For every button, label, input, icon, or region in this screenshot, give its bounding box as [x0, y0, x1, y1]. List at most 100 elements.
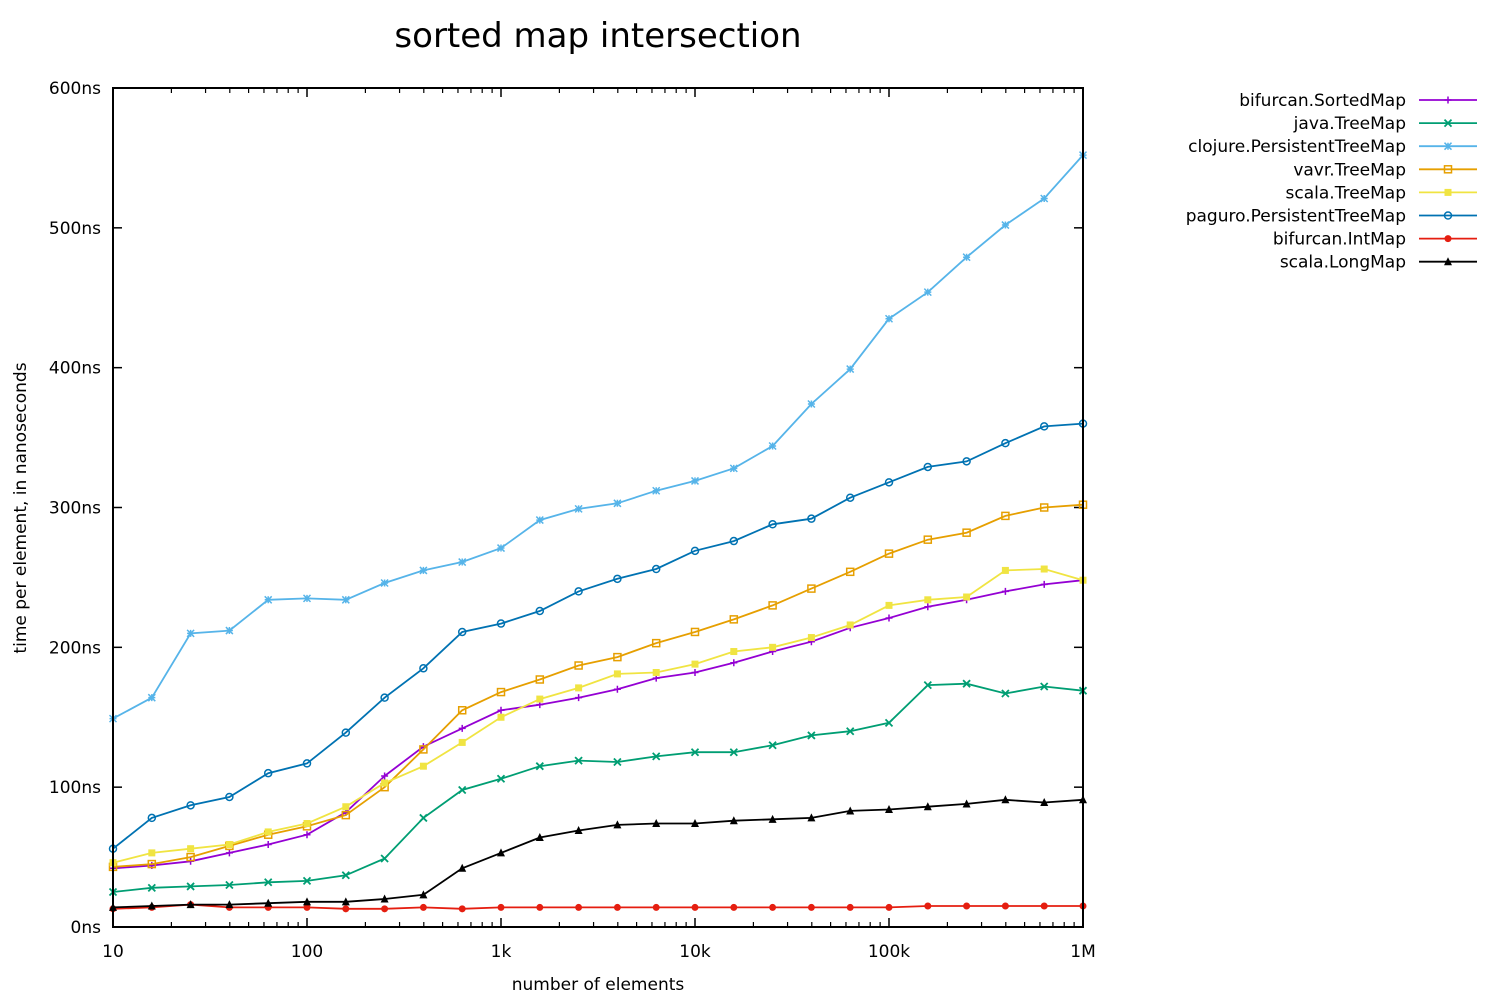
data-point	[535, 833, 544, 842]
data-point	[496, 687, 506, 697]
legend-item: bifurcan.IntMap	[1273, 230, 1477, 250]
data-point	[884, 478, 894, 487]
data-point	[1444, 235, 1452, 243]
data-point	[381, 905, 389, 913]
data-point	[885, 903, 893, 911]
data-point	[458, 785, 467, 795]
data-point	[885, 601, 893, 609]
data-point	[652, 819, 661, 828]
series-scala-longmap	[109, 795, 1087, 911]
data-point	[729, 464, 738, 473]
data-point	[147, 693, 156, 702]
data-point	[147, 883, 156, 892]
data-point	[225, 792, 234, 802]
data-point	[807, 634, 815, 642]
data-point	[885, 805, 893, 814]
data-point	[1001, 587, 1009, 595]
data-point	[341, 871, 350, 880]
data-point	[575, 903, 583, 911]
data-point	[730, 903, 738, 911]
data-point	[730, 648, 738, 656]
data-point	[497, 903, 505, 911]
data-point	[496, 774, 506, 783]
data-point	[457, 627, 467, 637]
data-point	[652, 486, 661, 495]
data-point	[807, 399, 816, 409]
data-point	[962, 457, 971, 466]
data-point	[419, 566, 428, 575]
data-point	[574, 587, 583, 596]
data-point	[341, 728, 351, 737]
data-point	[303, 831, 311, 839]
data-point	[535, 762, 544, 771]
x-tick-label: 100k	[868, 942, 910, 962]
data-point	[924, 603, 932, 611]
data-point	[1040, 798, 1049, 807]
data-point	[264, 878, 273, 887]
x-tick-label: 10k	[679, 942, 711, 962]
y-tick-label: 0ns	[71, 918, 102, 938]
data-point	[690, 476, 700, 485]
data-point	[574, 826, 583, 835]
data-point	[419, 903, 427, 911]
legend-item: clojure.PersistentTreeMap	[1188, 137, 1477, 157]
series-line	[112, 568, 1084, 864]
data-point	[768, 601, 777, 610]
data-point	[923, 680, 932, 690]
data-point	[380, 854, 389, 863]
data-point	[263, 768, 273, 778]
data-point	[536, 903, 544, 911]
series-vavr-treemap	[108, 500, 1088, 872]
data-point	[264, 595, 273, 604]
data-point	[884, 314, 894, 323]
data-point	[729, 816, 738, 825]
data-point	[884, 718, 894, 727]
legend-label: bifurcan.IntMap	[1273, 230, 1406, 250]
data-point	[768, 520, 777, 529]
data-point	[1001, 511, 1010, 521]
data-point	[807, 731, 816, 740]
series-line	[112, 154, 1084, 720]
series-paguro-persistenttreemap	[108, 419, 1088, 853]
data-point	[691, 660, 699, 668]
data-point	[1444, 96, 1452, 104]
data-point	[690, 546, 700, 556]
data-point	[613, 757, 622, 767]
data-point	[963, 902, 971, 910]
series-line	[112, 798, 1084, 909]
data-point	[923, 462, 933, 472]
data-point	[1443, 211, 1453, 220]
data-point	[613, 685, 621, 693]
data-point	[923, 288, 932, 297]
data-point	[341, 810, 351, 820]
data-point	[1443, 118, 1453, 128]
data-point	[264, 840, 272, 848]
data-point	[846, 903, 854, 911]
data-point	[729, 615, 739, 624]
data-point	[768, 741, 777, 750]
y-tick-label: 400ns	[49, 359, 101, 379]
data-point	[342, 905, 350, 913]
y-tick-label: 100ns	[49, 778, 101, 798]
legend-label: clojure.PersistentTreeMap	[1188, 137, 1406, 157]
y-tick-label: 600ns	[49, 79, 101, 99]
data-point	[846, 806, 855, 815]
data-point	[496, 544, 506, 553]
data-point	[845, 493, 855, 502]
data-point	[769, 903, 777, 911]
data-point	[962, 679, 971, 688]
data-point	[186, 629, 195, 638]
data-point	[458, 558, 467, 567]
data-point	[652, 752, 661, 761]
data-point	[846, 365, 855, 374]
legend-label: bifurcan.SortedMap	[1239, 91, 1406, 111]
legend-label: paguro.PersistentTreeMap	[1186, 207, 1406, 227]
data-point	[613, 652, 622, 662]
data-point	[419, 664, 428, 673]
data-point	[1039, 503, 1049, 512]
data-point	[419, 745, 428, 754]
data-point	[729, 748, 738, 757]
data-point	[613, 820, 622, 829]
data-point	[380, 894, 389, 903]
axes: 0ns 100ns 200ns 300ns 400ns 500ns 600ns 10 100 1k…	[49, 79, 1096, 962]
